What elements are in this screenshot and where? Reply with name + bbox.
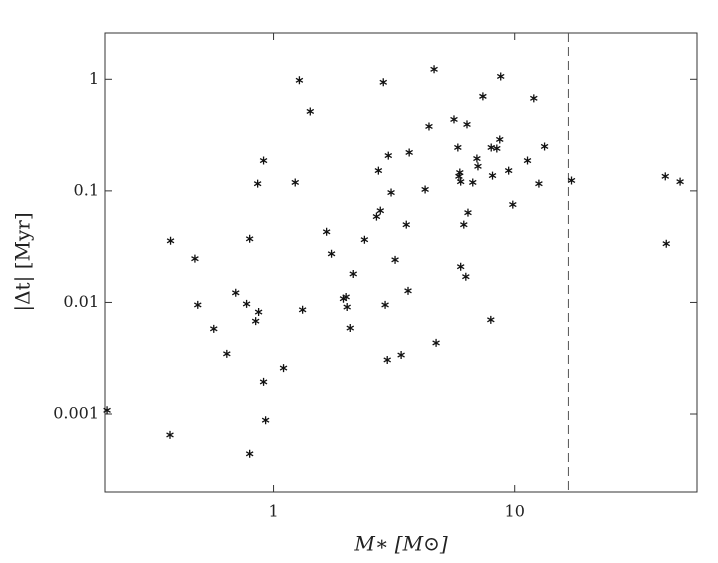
- x-tick-label: 10: [505, 502, 525, 521]
- point: [379, 78, 388, 87]
- y-tick-label: 0.001: [53, 404, 99, 423]
- point: [487, 315, 495, 324]
- point: [487, 143, 496, 152]
- point: [454, 143, 462, 152]
- point: [346, 324, 355, 333]
- point: [509, 200, 517, 209]
- point: [376, 206, 385, 215]
- point: [209, 324, 218, 333]
- point: [425, 122, 433, 131]
- point: [166, 430, 174, 439]
- point: [479, 92, 487, 101]
- point: [253, 179, 262, 188]
- point: [242, 299, 251, 308]
- point: [342, 292, 350, 301]
- y-axis-label: |Δt| [Myr]: [11, 212, 36, 311]
- point: [383, 355, 392, 364]
- point: [349, 269, 358, 278]
- point: [404, 286, 412, 295]
- point: [259, 156, 268, 165]
- plot-frame: [104, 32, 698, 493]
- point: [463, 120, 471, 129]
- point: [103, 406, 111, 415]
- point: [405, 148, 413, 157]
- point: [432, 338, 440, 347]
- point: [495, 135, 504, 144]
- point: [261, 416, 270, 425]
- point: [381, 300, 389, 309]
- point: [298, 305, 307, 314]
- x-tick-label: 1: [268, 502, 278, 521]
- point: [295, 76, 304, 85]
- point: [327, 249, 336, 258]
- point: [567, 176, 576, 185]
- point: [387, 188, 395, 197]
- point: [402, 220, 411, 229]
- point: [504, 166, 513, 175]
- point: [493, 144, 501, 153]
- point: [462, 272, 470, 281]
- point: [430, 65, 438, 74]
- point: [397, 351, 405, 360]
- y-tick-label: 1: [89, 69, 99, 88]
- point: [191, 254, 199, 263]
- point: [231, 288, 240, 297]
- point: [223, 349, 231, 358]
- y-tick-label: 0.01: [63, 292, 99, 311]
- point: [661, 172, 670, 181]
- point: [662, 239, 671, 248]
- point: [496, 72, 505, 81]
- point: [460, 220, 468, 229]
- point: [474, 162, 482, 171]
- point: [391, 255, 399, 264]
- point: [421, 185, 429, 194]
- point: [374, 166, 383, 175]
- point: [279, 364, 288, 373]
- point: [456, 262, 465, 271]
- point: [456, 177, 465, 186]
- point: [488, 171, 497, 180]
- point: [530, 94, 538, 103]
- point: [245, 234, 254, 243]
- point: [291, 178, 300, 187]
- point: [254, 308, 263, 317]
- point: [450, 115, 458, 124]
- x-axis-label: M∗ [M⊙]: [353, 532, 447, 556]
- point: [464, 208, 472, 217]
- point: [259, 377, 268, 386]
- point: [473, 154, 481, 163]
- y-tick-label: 0.1: [74, 180, 99, 199]
- point: [360, 235, 369, 244]
- point: [251, 317, 260, 326]
- point: [245, 449, 254, 458]
- point: [166, 236, 175, 245]
- point: [676, 177, 684, 186]
- point: [193, 300, 202, 309]
- point: [535, 179, 543, 188]
- point: [306, 107, 315, 116]
- point: [322, 227, 331, 236]
- point: [343, 303, 351, 312]
- point: [456, 168, 464, 177]
- point: [468, 178, 477, 187]
- point: [384, 151, 393, 160]
- point: [540, 142, 549, 151]
- point: [523, 156, 532, 165]
- point: [372, 212, 381, 221]
